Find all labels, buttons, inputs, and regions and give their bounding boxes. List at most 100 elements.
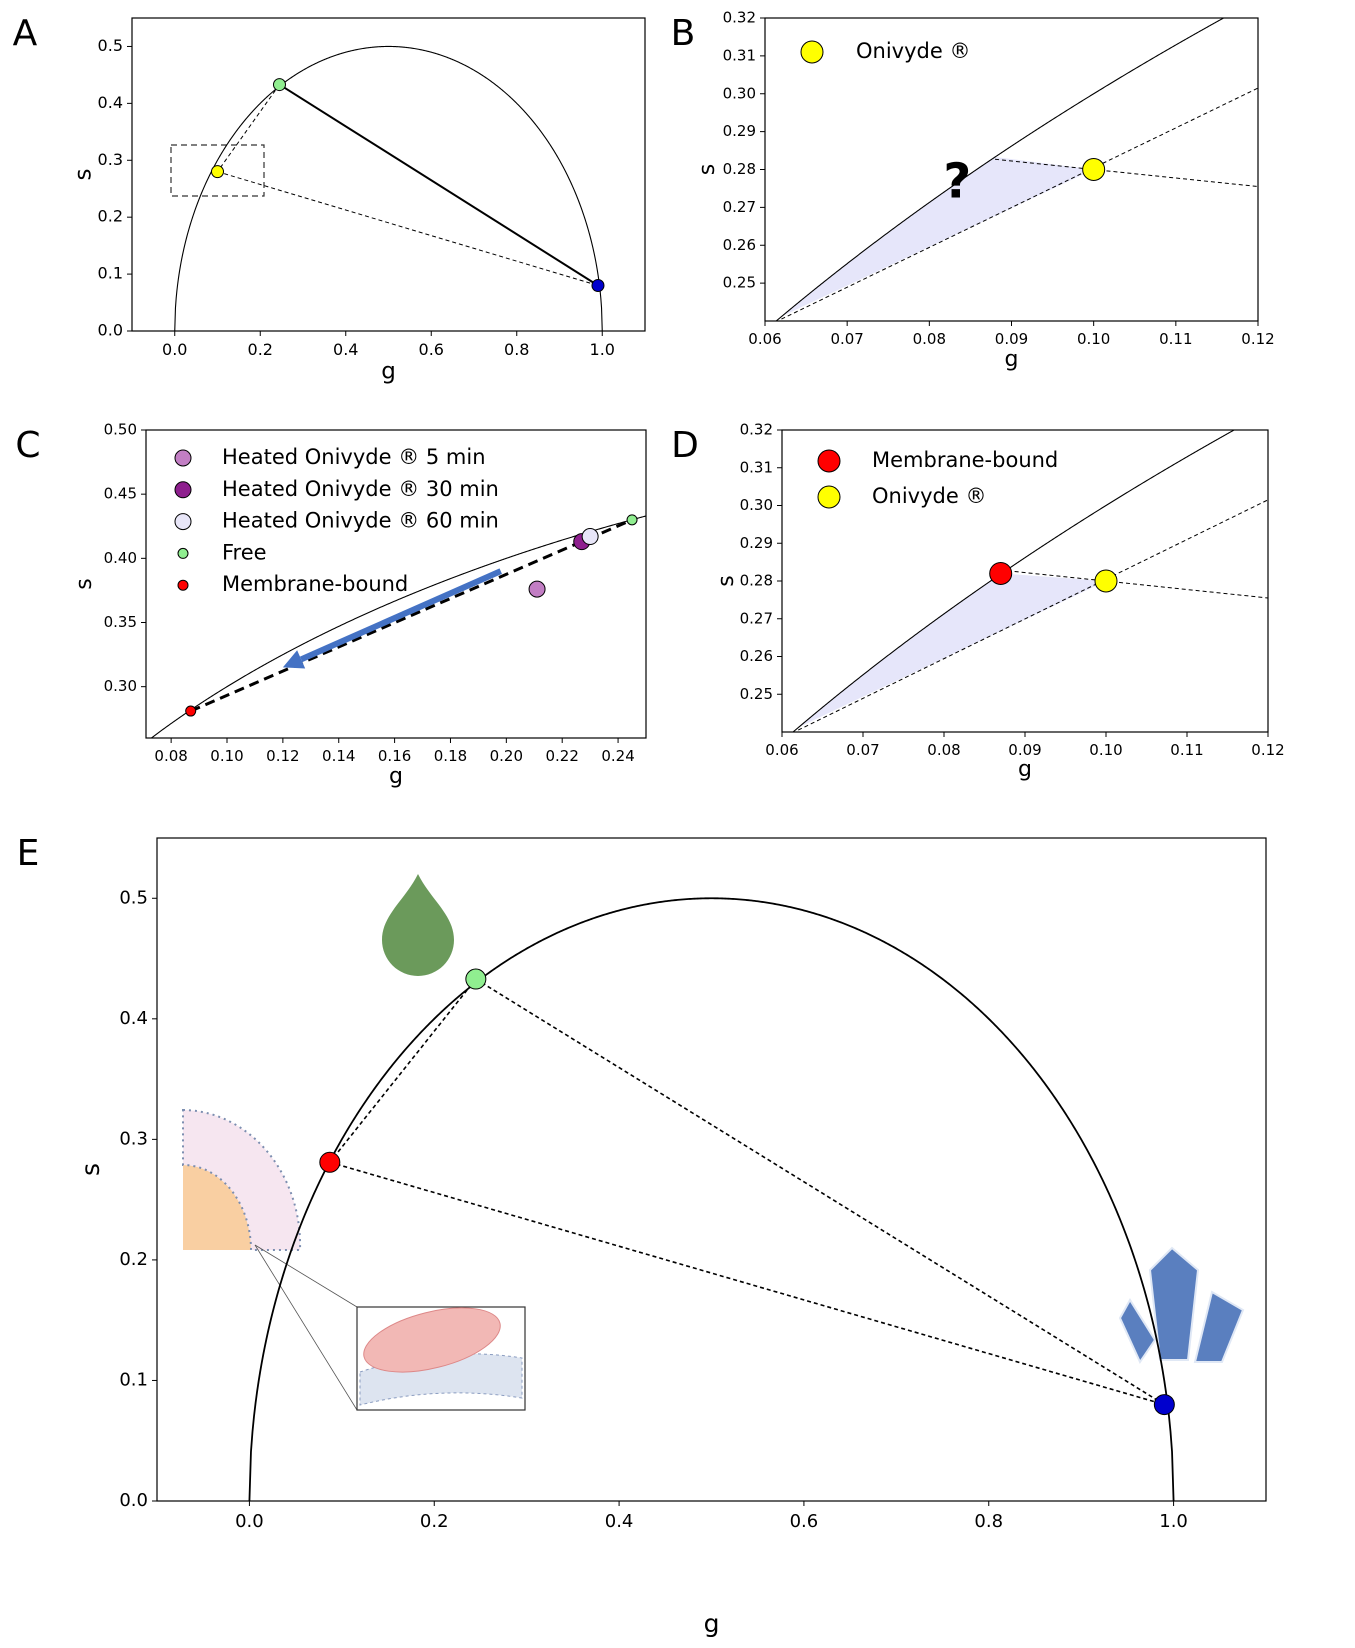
plot-frame <box>764 17 1259 322</box>
inset-connector <box>254 1244 358 1411</box>
y-tick-label: 0.1 <box>119 1369 148 1390</box>
connector-line <box>1000 569 1268 599</box>
x-tick-label: 0.18 <box>434 747 467 765</box>
x-tick-label: 0.20 <box>490 747 523 765</box>
legend-label: Free <box>222 540 267 564</box>
y-tick-label: 0.30 <box>740 496 773 514</box>
x-tick-label: 0.11 <box>1159 330 1192 348</box>
y-tick-label: 0.31 <box>740 458 773 476</box>
data-point <box>465 968 487 990</box>
y-tick-label: 0.3 <box>119 1128 148 1149</box>
data-point <box>1094 569 1118 593</box>
plot-frame <box>156 837 1267 1502</box>
panel-label: C <box>15 425 40 466</box>
legend-marker <box>174 449 192 467</box>
y-tick-label: 0.27 <box>723 198 756 216</box>
x-tick-label: 0.11 <box>1170 741 1203 759</box>
y-tick-label: 0.28 <box>740 572 773 590</box>
x-tick-label: 0.07 <box>830 330 863 348</box>
x-tick-label: 0.08 <box>913 330 946 348</box>
universal-circle <box>174 45 603 331</box>
x-tick-label: 0.10 <box>1077 330 1110 348</box>
panel-label: E <box>17 833 40 874</box>
x-tick-label: 0.06 <box>765 741 798 759</box>
legend-marker <box>174 513 192 531</box>
y-tick-label: 0.30 <box>723 84 756 102</box>
plot-frame <box>145 429 647 739</box>
panel-label: B <box>671 13 696 54</box>
x-tick-label: 0.16 <box>378 747 411 765</box>
y-axis-label: s <box>695 164 720 175</box>
x-axis-label: g <box>389 764 403 789</box>
membrane-icon <box>182 1108 302 1251</box>
y-tick-label: 0.5 <box>119 887 148 908</box>
y-tick-label: 0.1 <box>98 264 123 283</box>
y-tick-label: 0.40 <box>104 549 137 567</box>
x-tick-label: 0.08 <box>927 741 960 759</box>
arrow-shaft <box>299 568 502 663</box>
y-tick-label: 0.31 <box>723 46 756 64</box>
x-tick-label: 0.4 <box>333 340 358 359</box>
y-tick-label: 0.32 <box>723 9 756 27</box>
connector-line <box>781 87 1258 320</box>
universal-circle <box>775 18 1225 321</box>
data-point <box>185 705 197 717</box>
legend-label: Membrane-bound <box>222 572 408 596</box>
y-tick-label: 0.0 <box>98 321 123 340</box>
legend-marker <box>817 449 841 473</box>
x-tick-label: 0.14 <box>322 747 355 765</box>
y-tick-label: 0.26 <box>723 236 756 254</box>
data-point <box>591 278 605 292</box>
y-tick-label: 0.3 <box>98 150 123 169</box>
y-tick-label: 0.28 <box>723 160 756 178</box>
x-tick-label: 1.0 <box>1159 1511 1188 1532</box>
connector-line <box>797 499 1268 731</box>
universal-circle <box>248 897 1175 1501</box>
connector-line <box>995 158 1258 188</box>
y-axis-label: s <box>714 575 739 586</box>
legend-label: Heated Onivyde ® 60 min <box>222 509 499 533</box>
x-tick-label: 0.10 <box>1089 741 1122 759</box>
x-tick-label: 0.8 <box>504 340 529 359</box>
data-point <box>272 78 286 92</box>
connector-line <box>217 171 599 286</box>
x-tick-label: 0.09 <box>1008 741 1041 759</box>
x-tick-label: 0.0 <box>162 340 187 359</box>
connector-line <box>329 1161 1165 1406</box>
y-tick-label: 0.50 <box>104 421 137 439</box>
universal-circle <box>792 430 1236 732</box>
connector-line <box>475 978 1165 1406</box>
connector-line <box>329 978 477 1163</box>
y-tick-label: 0.2 <box>98 207 123 226</box>
shaded-region <box>798 573 1106 728</box>
plot-frame <box>131 17 646 332</box>
y-tick-label: 0.27 <box>740 609 773 627</box>
x-axis-label: g <box>704 1609 720 1638</box>
x-tick-label: 0.24 <box>601 747 634 765</box>
x-tick-label: 0.07 <box>846 741 879 759</box>
panel-label: A <box>13 13 38 54</box>
x-tick-label: 0.8 <box>974 1511 1003 1532</box>
y-tick-label: 0.5 <box>98 36 123 55</box>
legend-marker <box>177 547 189 559</box>
x-tick-label: 0.4 <box>605 1511 634 1532</box>
y-axis-label: s <box>71 169 97 181</box>
x-axis-label: g <box>1005 347 1019 372</box>
y-tick-label: 0.30 <box>104 677 137 695</box>
y-tick-label: 0.45 <box>104 485 137 503</box>
y-tick-label: 0.35 <box>104 613 137 631</box>
x-axis-label: g <box>381 359 396 385</box>
data-point <box>211 165 224 179</box>
y-tick-label: 0.0 <box>119 1490 148 1511</box>
legend-marker <box>817 485 841 509</box>
legend-label: Onivyde ® <box>872 484 986 508</box>
x-tick-label: 0.0 <box>235 1511 264 1532</box>
data-point <box>1153 1394 1175 1416</box>
plot-frame <box>781 429 1269 733</box>
legend-label: Heated Onivyde ® 5 min <box>222 445 486 469</box>
y-tick-label: 0.25 <box>740 685 773 703</box>
y-tick-label: 0.29 <box>740 534 773 552</box>
y-tick-label: 0.25 <box>723 274 756 292</box>
